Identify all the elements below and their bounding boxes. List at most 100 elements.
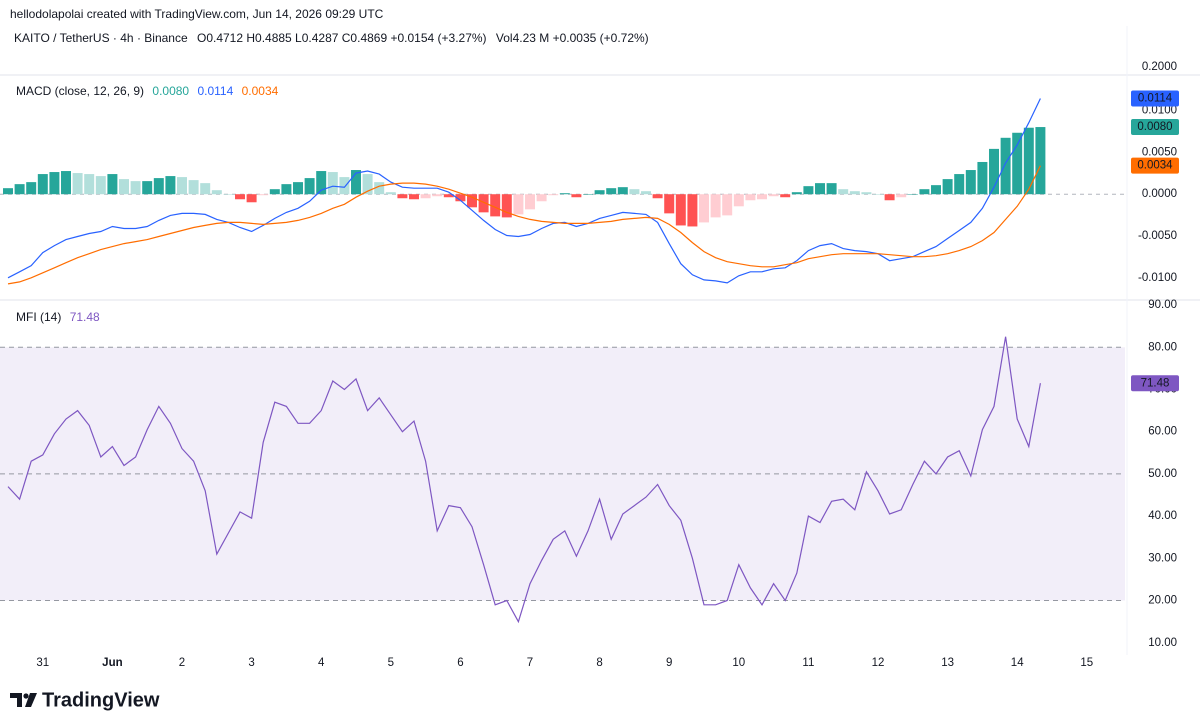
- logo-mark: [23, 693, 29, 699]
- histogram-bar: [1035, 127, 1046, 195]
- histogram-bar: [362, 174, 373, 195]
- price-badge-label: 71.48: [1141, 377, 1170, 389]
- logo-mark: [10, 693, 22, 707]
- x-tick-label: 11: [802, 657, 814, 669]
- indicator-title: MACD (close, 12, 26, 9): [16, 84, 144, 98]
- x-tick-label: 15: [1080, 657, 1093, 669]
- histogram-bar: [177, 177, 187, 195]
- indicator-line: [7, 336, 1041, 624]
- y-tick-label: 40.00: [1148, 510, 1177, 522]
- histogram-bar: [223, 194, 234, 195]
- histogram-bar: [385, 192, 396, 195]
- logo-text: TradingView: [42, 689, 160, 711]
- y-tick-label: -0.0050: [1138, 230, 1177, 242]
- y-tick-label: 0.0050: [1142, 146, 1177, 158]
- histogram-bar: [884, 194, 895, 201]
- histogram-bar: [919, 189, 930, 195]
- pane: 0.0100 0.0050 0.0000 -0.0050 -0.0100 0.0080 0.…: [0, 90, 1179, 285]
- volume: Vol4.23 M +0.0035 (+0.72%): [496, 31, 649, 45]
- histogram-bar: [119, 179, 129, 195]
- histogram-bar: [664, 194, 675, 214]
- histogram-bar: [989, 148, 999, 195]
- price-badge: [1131, 90, 1179, 107]
- histogram-bar: [374, 182, 385, 195]
- logo: TradingView: [10, 689, 160, 711]
- histogram-bar: [733, 194, 744, 207]
- histogram-bar: [130, 181, 141, 195]
- histogram-bar: [803, 186, 814, 195]
- histogram-bar: [3, 188, 13, 195]
- symbol: KAITO / TetherUS · 4h · Binance: [14, 31, 188, 45]
- histogram-bar: [351, 170, 361, 195]
- price-badge-label: 0.0034: [1137, 160, 1173, 172]
- x-tick-label: 10: [732, 657, 745, 669]
- histogram-bar: [559, 193, 570, 195]
- y-tick-label: 0.0000: [1142, 188, 1177, 200]
- y-tick-label: 20.00: [1148, 595, 1177, 607]
- histogram-bar: [72, 173, 83, 195]
- histogram-bar: [84, 174, 95, 195]
- histogram-bar: [1023, 127, 1034, 195]
- histogram-bar: [1000, 137, 1011, 195]
- histogram-bar: [478, 194, 489, 213]
- legend-value: 0.0114: [197, 84, 233, 98]
- price-axis-label: 0.2000: [1142, 61, 1177, 73]
- mfi-legend: MFI (14) 71.48: [16, 310, 100, 324]
- x-tick-label: 9: [666, 657, 672, 669]
- histogram-bar: [757, 194, 767, 200]
- y-tick-label: 50.00: [1148, 468, 1177, 480]
- histogram-bar: [501, 194, 512, 218]
- price-badge-label: 0.0114: [1138, 93, 1173, 105]
- histogram-bar: [838, 189, 849, 195]
- x-tick-label: 3: [248, 657, 254, 669]
- x-tick-label: 14: [1011, 657, 1024, 669]
- legend-value: 0.0034: [242, 84, 279, 98]
- x-tick-label: Jun: [102, 657, 122, 669]
- y-tick-label: 80.00: [1148, 341, 1177, 353]
- histogram-bar: [397, 194, 408, 199]
- histogram-bar: [490, 194, 501, 217]
- y-tick-label: -0.0100: [1138, 272, 1177, 284]
- histogram-bar: [583, 194, 593, 195]
- histogram-bar: [722, 194, 733, 216]
- histogram-bar: [420, 194, 431, 199]
- histogram-bar: [931, 185, 941, 195]
- histogram-bar: [675, 194, 686, 226]
- credit: hellodolapolai created with TradingView.…: [10, 7, 384, 21]
- x-tick-label: 12: [872, 657, 885, 669]
- histogram-bar: [61, 171, 71, 195]
- x-tick-label: 13: [941, 657, 954, 669]
- histogram-bar: [95, 176, 106, 195]
- legend-value: 71.48: [70, 310, 100, 324]
- x-tick-label: 4: [318, 657, 325, 669]
- histogram-bar: [246, 194, 257, 203]
- histogram-bar: [977, 161, 988, 195]
- histogram-bar: [873, 194, 883, 195]
- symbol-line: KAITO / TetherUS · 4h · Binance O0.4712 …: [14, 31, 649, 45]
- histogram-bar: [26, 182, 37, 195]
- y-tick-label: 30.00: [1148, 552, 1177, 564]
- histogram-bar: [768, 194, 779, 197]
- histogram-bar: [896, 194, 907, 198]
- histogram-bar: [548, 194, 559, 196]
- y-tick-label: 0.0100: [1142, 104, 1177, 116]
- histogram-bar: [942, 179, 953, 195]
- price-badge-label: 0.0080: [1137, 121, 1172, 133]
- histogram-bar: [1012, 132, 1023, 195]
- histogram-bar: [571, 194, 582, 198]
- price-badge: [1131, 119, 1179, 136]
- histogram-bar: [641, 191, 651, 195]
- histogram-bar: [791, 192, 802, 195]
- histogram-bar: [14, 184, 25, 195]
- histogram-bar: [536, 194, 547, 202]
- indicator-title: MFI (14): [16, 310, 61, 324]
- histogram-bar: [188, 180, 199, 195]
- histogram-bar: [467, 194, 477, 208]
- histogram-bar: [861, 192, 872, 195]
- histogram-bar: [849, 191, 860, 195]
- histogram-bar: [339, 177, 350, 195]
- histogram-bar: [432, 194, 443, 197]
- price-badge: [1131, 157, 1179, 174]
